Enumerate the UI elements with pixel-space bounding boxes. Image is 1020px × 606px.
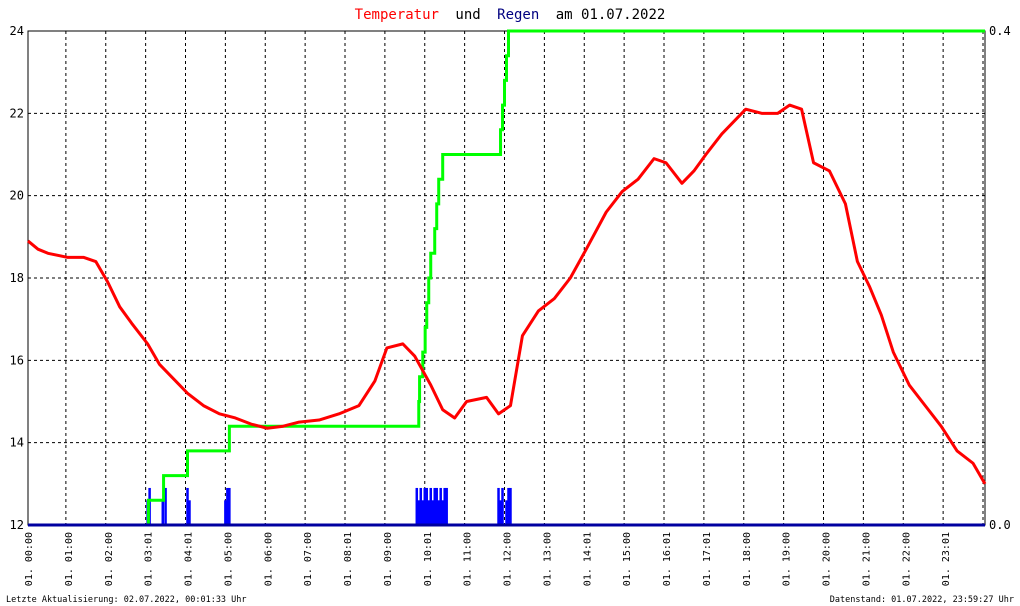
x-tick-label: 01. 03:01	[144, 532, 155, 586]
title-date: am 01.07.2022	[556, 7, 666, 23]
x-tick-label: 01. 07:00	[303, 532, 314, 586]
x-tick-label: 01. 18:00	[742, 532, 753, 586]
title-regen: Regen	[497, 7, 539, 23]
x-tick-label: 01. 04:01	[184, 532, 195, 586]
x-tick-label: 01. 15:00	[622, 532, 633, 586]
x-tick-label: 01. 19:00	[782, 532, 793, 586]
y-left-tick-label: 16	[10, 353, 24, 367]
y-left-tick-label: 20	[10, 189, 24, 203]
x-tick-label: 01. 06:00	[263, 532, 274, 586]
footer-last-update: Letzte Aktualisierung: 02.07.2022, 00:01…	[6, 595, 247, 605]
x-tick-label: 01. 08:01	[343, 532, 354, 586]
x-tick-label: 01. 00:00	[24, 532, 35, 586]
x-tick-label: 01. 20:00	[822, 532, 833, 586]
y-left-tick-label: 22	[10, 106, 24, 120]
x-tick-label: 01. 23:01	[941, 532, 952, 586]
x-tick-label: 01. 13:00	[542, 532, 553, 586]
x-tick-label: 01. 01:00	[64, 532, 75, 586]
series	[27, 29, 987, 527]
x-tick-label: 01. 14:01	[582, 532, 593, 586]
x-tick-label: 01. 02:00	[104, 532, 115, 586]
y-left-tick-label: 24	[10, 24, 24, 38]
plot-frame	[27, 30, 986, 526]
x-tick-label: 01. 11:00	[463, 532, 474, 586]
x-tick-label: 01. 22:00	[901, 532, 912, 586]
x-tick-label: 01. 09:00	[383, 532, 394, 586]
x-tick-label: 01. 05:00	[223, 532, 234, 586]
grid	[27, 30, 986, 526]
title-und: und	[455, 7, 480, 23]
x-tick-label: 01. 17:01	[702, 532, 713, 586]
rain-total-line	[28, 29, 985, 527]
y-left-tick-label: 14	[10, 436, 24, 450]
x-tick-label: 01. 16:01	[662, 532, 673, 586]
title-temperature: Temperatur	[355, 7, 439, 23]
chart-title: Temperatur und Regen am 01.07.2022	[355, 7, 666, 23]
axes: 01. 00:00 01. 01:00 01. 02:00 01. 03:01 01. …	[10, 24, 1011, 586]
x-tick-label: 01. 12:00	[503, 532, 514, 586]
y-left-tick-label: 12	[10, 518, 24, 532]
y-left-tick-label: 18	[10, 271, 24, 285]
temperature-line	[27, 103, 987, 485]
y-right-tick-label: 0.0	[989, 518, 1011, 532]
x-tick-label: 01. 10:01	[423, 532, 434, 586]
x-tick-label: 01. 21:00	[861, 532, 872, 586]
footer-data-state: Datenstand: 01.07.2022, 23:59:27 Uhr	[830, 595, 1014, 605]
y-right-tick-label: 0.4	[989, 24, 1011, 38]
